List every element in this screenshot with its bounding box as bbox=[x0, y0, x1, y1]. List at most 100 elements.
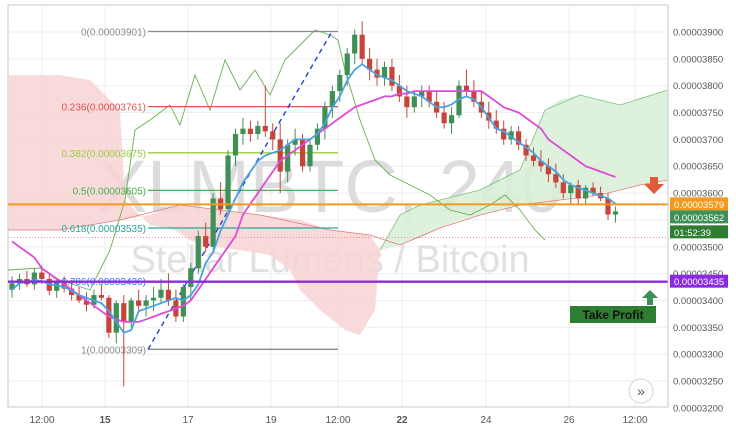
candle bbox=[471, 80, 477, 108]
current-price-marker bbox=[670, 210, 728, 224]
ichimoku-lines bbox=[11, 63, 617, 334]
candle-body bbox=[352, 34, 358, 54]
cloud-bullish bbox=[380, 90, 668, 250]
candle-body bbox=[463, 85, 470, 92]
candle-body bbox=[292, 139, 298, 145]
candle bbox=[203, 222, 209, 253]
candle bbox=[508, 125, 514, 145]
price-tick-label: 0.00003400 bbox=[673, 296, 723, 307]
time-axis[interactable]: 12:00 15 17 19 12:00 22 24 26 12:00 bbox=[8, 406, 668, 426]
time-tick-label: 19 bbox=[265, 415, 277, 426]
time-tick-label: 12:00 bbox=[29, 415, 54, 426]
time-tick-label: 17 bbox=[182, 415, 194, 426]
candle-countdown bbox=[670, 225, 728, 239]
candle-body bbox=[76, 295, 82, 301]
candle bbox=[232, 128, 239, 167]
sell-signal bbox=[644, 177, 664, 194]
candle bbox=[277, 123, 283, 194]
candle-body bbox=[39, 272, 45, 279]
horizontal-lines[interactable] bbox=[8, 203, 668, 283]
candle-body bbox=[69, 288, 75, 296]
candle-body bbox=[493, 120, 499, 129]
price-tick-label: 0.00003450 bbox=[673, 269, 723, 280]
candle-body bbox=[441, 112, 447, 124]
candle-body bbox=[136, 300, 142, 306]
candle-body bbox=[419, 91, 425, 97]
candle-body bbox=[262, 125, 268, 132]
candle-body bbox=[389, 66, 395, 86]
candle-body bbox=[165, 289, 172, 301]
double-chevron-right-icon: » bbox=[637, 383, 645, 399]
candle-body bbox=[359, 34, 365, 59]
candle-body bbox=[516, 131, 522, 145]
candle-body bbox=[128, 300, 134, 322]
candle-body bbox=[545, 166, 551, 175]
price-axis[interactable]: 0.00003900 0.00003850 0.00003800 0.00003750… bbox=[667, 5, 723, 414]
candle bbox=[516, 125, 522, 151]
fib-level-label: 1(0.00003309) bbox=[81, 345, 146, 356]
fib-level-label: 0.382(0.00003675) bbox=[61, 149, 146, 160]
candle bbox=[396, 74, 402, 102]
candle bbox=[262, 85, 268, 137]
candle-body bbox=[232, 134, 239, 156]
candle-body bbox=[322, 107, 328, 129]
candle bbox=[426, 85, 432, 108]
candle-body bbox=[560, 182, 566, 194]
scroll-to-realtime-button[interactable]: » bbox=[628, 378, 654, 404]
time-tick-label: 12:00 bbox=[325, 415, 350, 426]
time-tick-label: 24 bbox=[480, 415, 492, 426]
candle-body bbox=[590, 187, 596, 194]
candle-body bbox=[329, 91, 335, 108]
candle-body bbox=[530, 155, 537, 161]
candle bbox=[307, 139, 313, 172]
candle-body bbox=[158, 289, 164, 298]
candle bbox=[352, 29, 358, 65]
take-profit-badge bbox=[570, 306, 656, 323]
candle-body bbox=[605, 198, 611, 215]
candle-body bbox=[143, 300, 149, 306]
entry-price-marker bbox=[670, 197, 728, 211]
candle bbox=[374, 58, 380, 86]
fib-level-label: 0(0.00003901) bbox=[81, 27, 146, 38]
candle bbox=[560, 174, 566, 199]
candle-body bbox=[538, 160, 544, 167]
candle-body bbox=[255, 125, 261, 135]
take-profit-label: Take Profit bbox=[582, 308, 643, 322]
candle-body bbox=[225, 155, 231, 210]
candle bbox=[9, 276, 15, 298]
candle-body bbox=[210, 198, 216, 247]
candle-body bbox=[195, 236, 201, 269]
candle-body bbox=[337, 74, 343, 92]
candle bbox=[381, 61, 388, 86]
candle bbox=[210, 193, 216, 250]
candle bbox=[545, 158, 551, 183]
candle-body bbox=[381, 66, 388, 78]
take-profit-annotation: Take Profit bbox=[570, 290, 658, 323]
price-tick-label: 0.00003250 bbox=[673, 377, 723, 388]
price-tick-label: 0.00003600 bbox=[673, 189, 723, 200]
price-tick-label: 0.00003300 bbox=[673, 350, 723, 361]
candle-body bbox=[575, 185, 581, 199]
candle-body bbox=[240, 128, 246, 135]
candle-body bbox=[113, 303, 119, 333]
candle bbox=[158, 278, 164, 304]
candle-body bbox=[471, 91, 477, 102]
time-tick-label: 22 bbox=[396, 415, 408, 426]
candle bbox=[121, 295, 127, 387]
candle-body bbox=[31, 272, 37, 285]
candle bbox=[98, 284, 104, 301]
candle bbox=[612, 206, 619, 223]
fib-level-label: 0.618(0.00003535) bbox=[61, 224, 146, 235]
current-price-marker-text: 0.00003562 bbox=[674, 213, 724, 224]
candle bbox=[150, 287, 157, 312]
candle-body bbox=[299, 139, 306, 167]
candle-body bbox=[448, 115, 455, 124]
candle-body bbox=[277, 139, 283, 172]
cloud-bearish bbox=[8, 75, 380, 335]
candle bbox=[240, 117, 246, 145]
candle-body bbox=[307, 144, 313, 167]
candle-body bbox=[396, 85, 402, 97]
candle-body bbox=[121, 303, 127, 322]
candle-body bbox=[553, 174, 559, 183]
